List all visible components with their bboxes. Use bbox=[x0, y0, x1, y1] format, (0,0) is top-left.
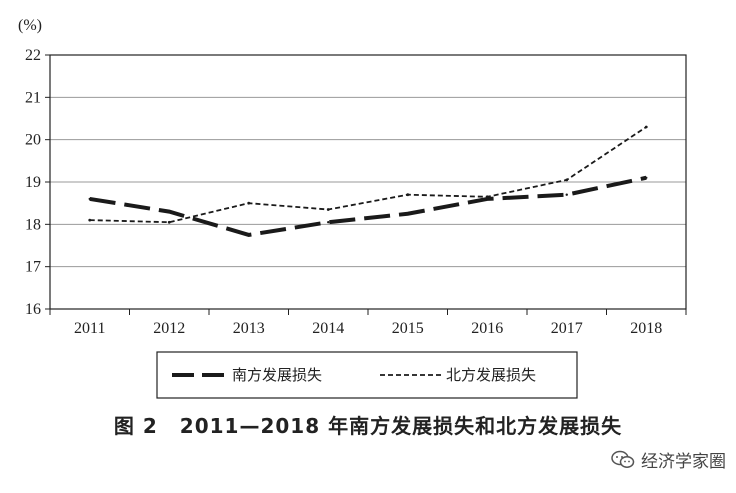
data-point bbox=[168, 210, 171, 213]
x-tick-label: 2015 bbox=[392, 320, 424, 337]
data-point bbox=[326, 208, 330, 211]
data-point bbox=[88, 197, 91, 201]
y-tick-label: 22 bbox=[25, 47, 41, 64]
legend: 南方发展损失 北方发展损失 bbox=[156, 351, 578, 399]
x-tick-label: 2018 bbox=[630, 320, 662, 337]
y-axis-label: (%) bbox=[18, 17, 42, 34]
data-point bbox=[486, 197, 489, 201]
data-point bbox=[406, 212, 409, 215]
y-tick-label: 19 bbox=[25, 174, 41, 191]
series-layer bbox=[88, 125, 648, 237]
series-line-2 bbox=[89, 126, 647, 224]
data-point bbox=[565, 178, 569, 182]
data-point bbox=[327, 221, 330, 224]
data-point bbox=[167, 220, 171, 224]
series-line-1 bbox=[89, 175, 647, 237]
figure-number: 图 2 bbox=[113, 414, 158, 438]
y-tick-label: 18 bbox=[25, 216, 41, 233]
legend-box bbox=[156, 351, 578, 399]
x-axis: 2011 2012 2013 2014 2015 2016 2017 2018 bbox=[49, 309, 687, 337]
legend-label: 北方发展损失 bbox=[446, 366, 536, 384]
data-point bbox=[485, 195, 489, 199]
figure-title: 2011—2018 年南方发展损失和北方发展损失 bbox=[179, 414, 623, 438]
watermark-text: 经济学家圈 bbox=[641, 452, 726, 472]
wechat-icon bbox=[611, 449, 635, 471]
x-tick-label: 2011 bbox=[74, 320, 105, 337]
data-point bbox=[565, 193, 568, 196]
watermark: 经济学家圈 bbox=[611, 447, 726, 472]
grid-lines bbox=[50, 96, 686, 268]
x-tick-label: 2013 bbox=[233, 320, 265, 337]
y-tick-label: 17 bbox=[25, 259, 41, 276]
y-tick-label: 21 bbox=[25, 89, 41, 106]
y-axis: 16 17 18 19 20 21 22 bbox=[25, 47, 50, 318]
data-point bbox=[645, 176, 648, 179]
x-tick-label: 2012 bbox=[153, 320, 185, 337]
x-tick-label: 2017 bbox=[551, 320, 583, 337]
y-tick-label: 16 bbox=[25, 301, 41, 318]
x-tick-label: 2016 bbox=[471, 320, 503, 337]
y-tick-label: 20 bbox=[25, 132, 41, 149]
x-tick-label: 2014 bbox=[312, 320, 344, 337]
data-point bbox=[247, 201, 251, 205]
data-point bbox=[88, 218, 92, 222]
legend-label: 南方发展损失 bbox=[232, 366, 322, 384]
data-point bbox=[644, 125, 648, 129]
data-point bbox=[406, 193, 410, 197]
data-point bbox=[247, 233, 250, 237]
figure-caption: 图 2 2011—2018 年南方发展损失和北方发展损失 bbox=[0, 410, 736, 439]
